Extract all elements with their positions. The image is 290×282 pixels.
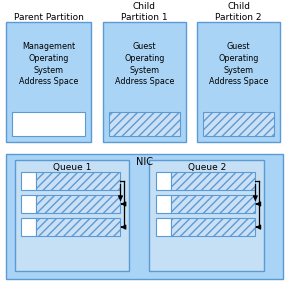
Text: NIC: NIC xyxy=(136,157,153,168)
Bar xyxy=(203,112,274,135)
Text: Queue 1: Queue 1 xyxy=(52,163,91,172)
Text: Child
Partition 2: Child Partition 2 xyxy=(215,2,262,22)
Text: Guest
Operating
System
Address Space: Guest Operating System Address Space xyxy=(115,42,174,87)
Bar xyxy=(109,112,180,135)
Text: Parent Partition: Parent Partition xyxy=(14,13,84,22)
Bar xyxy=(171,195,255,213)
Text: Guest
Operating
System
Address Space: Guest Operating System Address Space xyxy=(209,42,268,87)
Bar xyxy=(156,195,171,213)
Text: Management
Operating
System
Address Space: Management Operating System Address Spac… xyxy=(19,42,78,87)
Bar xyxy=(21,195,36,213)
Bar xyxy=(36,218,120,236)
Bar xyxy=(36,172,120,190)
Bar xyxy=(156,172,171,190)
Bar xyxy=(103,22,186,142)
Bar xyxy=(197,22,280,142)
Bar xyxy=(6,154,283,279)
Bar xyxy=(6,22,91,142)
Bar xyxy=(21,218,36,236)
Bar xyxy=(149,160,264,271)
Bar xyxy=(171,172,255,190)
Bar xyxy=(21,172,36,190)
Bar xyxy=(171,218,255,236)
Bar xyxy=(14,160,129,271)
Bar xyxy=(156,218,171,236)
Bar xyxy=(36,195,120,213)
Text: Queue 2: Queue 2 xyxy=(188,163,226,172)
Text: Child
Partition 1: Child Partition 1 xyxy=(121,2,168,22)
Bar xyxy=(12,112,85,135)
